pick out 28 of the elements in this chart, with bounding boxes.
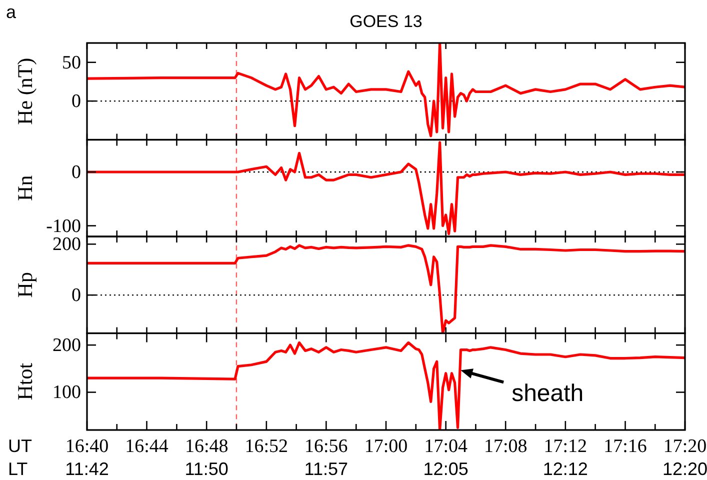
x-tick-label: 17:08 [484,436,528,457]
text: UT [8,436,32,456]
x-tick-label: 17:00 [364,436,408,457]
y-axis-title: Hn [13,174,37,201]
text: LT [8,459,28,479]
x-tick-label: 17:16 [604,436,647,457]
y-tick-label: 0 [72,162,81,183]
y-tick-label: 0 [72,285,81,306]
y-axis-title: Htot [13,362,37,400]
x-tick-label: 17:20 12:20 [662,436,707,479]
y-tick-label: -100 [46,216,81,237]
y-tick-label: 200 [52,234,81,256]
x-tick-label: 17:12 12:12 [542,436,588,479]
text: a [6,2,17,22]
x-tick-label: 16:44 [125,436,169,457]
y-tick-label: 100 [52,382,81,404]
x-tick-label: 17:04 12:05 [423,436,468,479]
x-tick-label: 16:48 11:50 [184,436,228,479]
y-axis-title: Hp [13,272,37,298]
x-tick-label: 16:40 11:42 [65,436,109,479]
y-tick-label: 50 [62,52,81,74]
chart-title: GOES 13 [350,12,422,31]
y-tick-label: 0 [72,91,81,112]
y-axis-title: He (nT) [13,58,37,125]
x-tick-label: 16:56 11:57 [304,436,348,479]
x-tick-label: 16:52 [244,436,288,457]
annotation: sheath [512,380,584,408]
y-tick-label: 200 [52,335,81,356]
